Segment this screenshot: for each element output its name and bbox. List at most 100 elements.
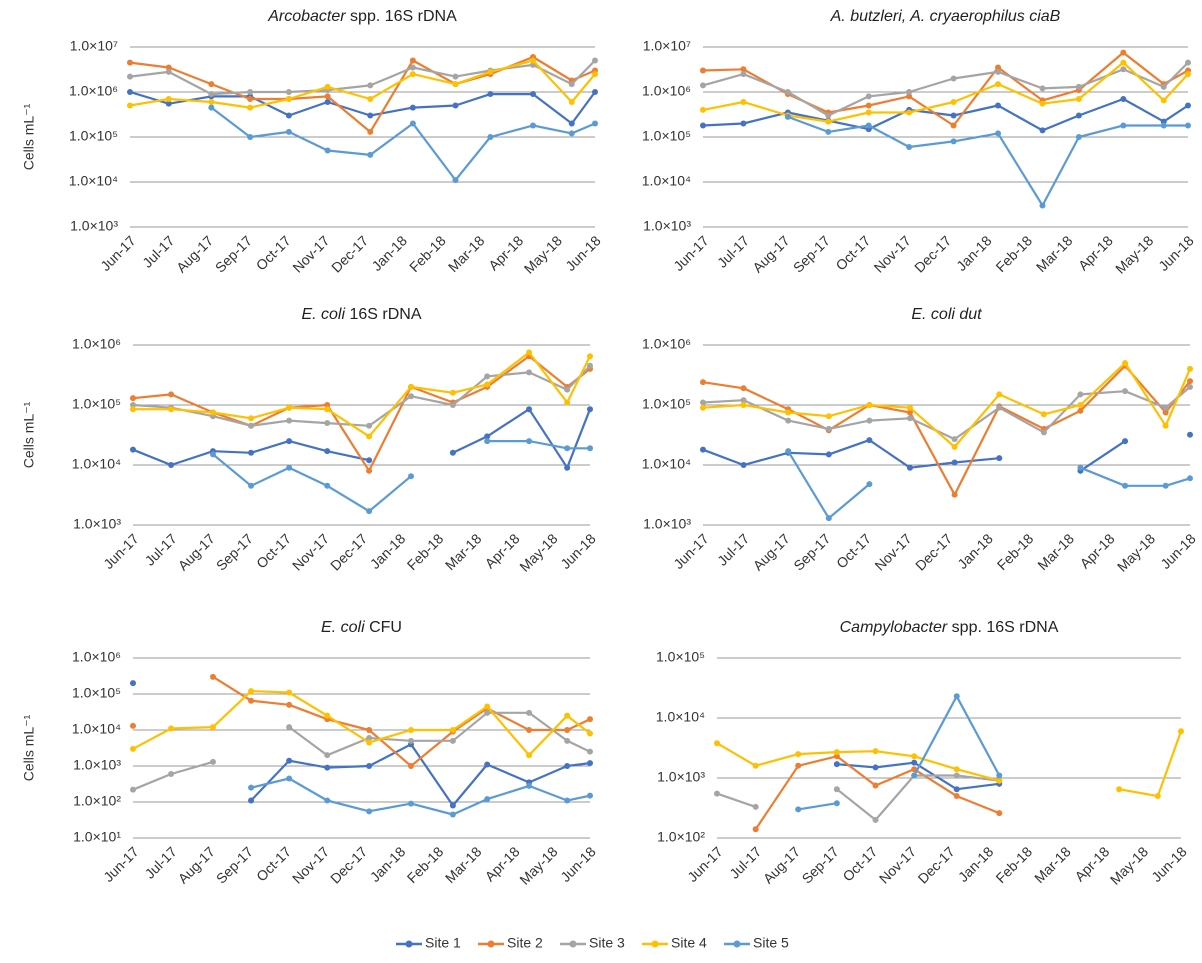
data-point xyxy=(564,386,571,393)
data-point xyxy=(866,437,873,444)
x-tick-label: Jan-18 xyxy=(953,232,995,274)
data-point xyxy=(1075,134,1082,140)
data-point xyxy=(127,89,133,95)
data-point xyxy=(740,397,747,404)
data-point xyxy=(286,724,293,731)
data-point xyxy=(408,393,415,400)
data-point xyxy=(449,389,456,396)
series-line xyxy=(212,440,590,513)
data-point xyxy=(526,438,533,445)
series-line xyxy=(702,386,1191,441)
x-tick-label: Jul-17 xyxy=(714,530,752,568)
x-tick-label: Dec-17 xyxy=(911,232,954,275)
data-point xyxy=(324,752,331,759)
data-point xyxy=(285,89,292,95)
y-tick-label: 1.0×10² xyxy=(73,793,121,809)
title-part: A. butzleri, A. cryaerophilus ciaB xyxy=(830,8,1061,25)
data-point xyxy=(248,797,255,804)
data-point xyxy=(248,688,255,695)
data-point xyxy=(825,413,832,420)
series-line xyxy=(787,450,1191,520)
x-tick-label: Dec-17 xyxy=(915,843,958,886)
data-point xyxy=(209,409,216,416)
data-point xyxy=(248,482,255,489)
data-point xyxy=(872,782,879,789)
data-point xyxy=(168,462,175,468)
data-point xyxy=(248,422,255,429)
x-tick-label: Sep-17 xyxy=(790,530,833,573)
data-point xyxy=(740,462,747,468)
data-point xyxy=(568,120,575,127)
data-point xyxy=(168,725,175,732)
data-point xyxy=(564,737,571,744)
legend-label: Site 1 xyxy=(425,935,461,951)
panel: E. coli dut 1.0×10³ 1.0×10⁴ 1.0×10⁵ 1.0×10⁶ J… xyxy=(642,306,1199,575)
y-tick-label: 1.0×10⁴ xyxy=(642,456,691,472)
data-point xyxy=(127,59,133,66)
x-tick-label: Jun-18 xyxy=(557,843,599,885)
data-point xyxy=(366,457,373,464)
data-point xyxy=(208,91,215,98)
data-point xyxy=(833,749,840,756)
data-point xyxy=(324,98,331,105)
data-point xyxy=(165,68,172,75)
panel-title: E. coli CFU xyxy=(321,619,402,636)
x-tick-label: Oct-17 xyxy=(253,530,294,571)
x-tick-label: Apr-18 xyxy=(482,530,523,571)
title-part: Arcobacter xyxy=(267,8,346,25)
y-tick-label: 1.0×10⁷ xyxy=(70,38,118,54)
x-tick-label: Nov-17 xyxy=(289,843,332,886)
data-point xyxy=(1116,786,1123,793)
data-point xyxy=(366,808,373,815)
series-line xyxy=(702,364,1191,496)
data-point xyxy=(740,120,747,127)
data-point xyxy=(951,443,958,450)
data-point xyxy=(740,66,747,73)
data-point xyxy=(906,415,913,422)
data-point xyxy=(740,385,747,392)
x-tick-label: Sep-17 xyxy=(790,232,833,275)
legend-label: Site 5 xyxy=(753,935,789,951)
series-line xyxy=(129,59,596,96)
data-point xyxy=(452,102,459,109)
data-point xyxy=(825,451,832,458)
data-point xyxy=(286,417,293,424)
data-point xyxy=(740,71,747,78)
data-point xyxy=(865,109,872,116)
data-point xyxy=(1077,402,1084,408)
data-point xyxy=(130,446,136,453)
data-point xyxy=(950,75,957,82)
data-point xyxy=(833,800,840,807)
data-point xyxy=(1122,438,1129,445)
x-tick-label: Mar-18 xyxy=(1031,843,1074,886)
data-point xyxy=(324,482,331,489)
data-point xyxy=(1162,409,1169,416)
data-point xyxy=(752,803,759,810)
data-point xyxy=(130,680,136,687)
y-tick-label: 1.0×10⁶ xyxy=(642,336,691,352)
x-tick-label: Aug-17 xyxy=(750,530,793,573)
data-point xyxy=(795,806,802,813)
data-point xyxy=(1120,59,1127,66)
data-point xyxy=(247,95,254,102)
data-point xyxy=(911,772,918,779)
data-point xyxy=(247,134,254,140)
data-point xyxy=(995,81,1002,88)
x-tick-label: Jul-17 xyxy=(726,843,764,881)
x-tick-label: Apr-18 xyxy=(1071,843,1112,884)
data-point xyxy=(911,759,918,766)
panel-title: A. butzleri, A. cryaerophilus ciaB xyxy=(830,8,1061,25)
panel: Campylobacter spp. 16S rDNA 1.0×10² 1.0×10… xyxy=(656,619,1190,888)
data-point xyxy=(784,113,791,120)
data-point xyxy=(700,67,706,74)
panel-title: Campylobacter spp. 16S rDNA xyxy=(840,619,1059,636)
data-point xyxy=(795,751,802,758)
data-point xyxy=(785,409,792,416)
x-tick-label: Jul-17 xyxy=(714,232,752,270)
data-point xyxy=(127,73,133,80)
data-point xyxy=(825,118,832,125)
data-point xyxy=(408,473,415,480)
data-point xyxy=(130,402,136,408)
x-tick-label: Nov-17 xyxy=(289,232,332,275)
y-tick-label: 1.0×10⁶ xyxy=(72,336,121,352)
